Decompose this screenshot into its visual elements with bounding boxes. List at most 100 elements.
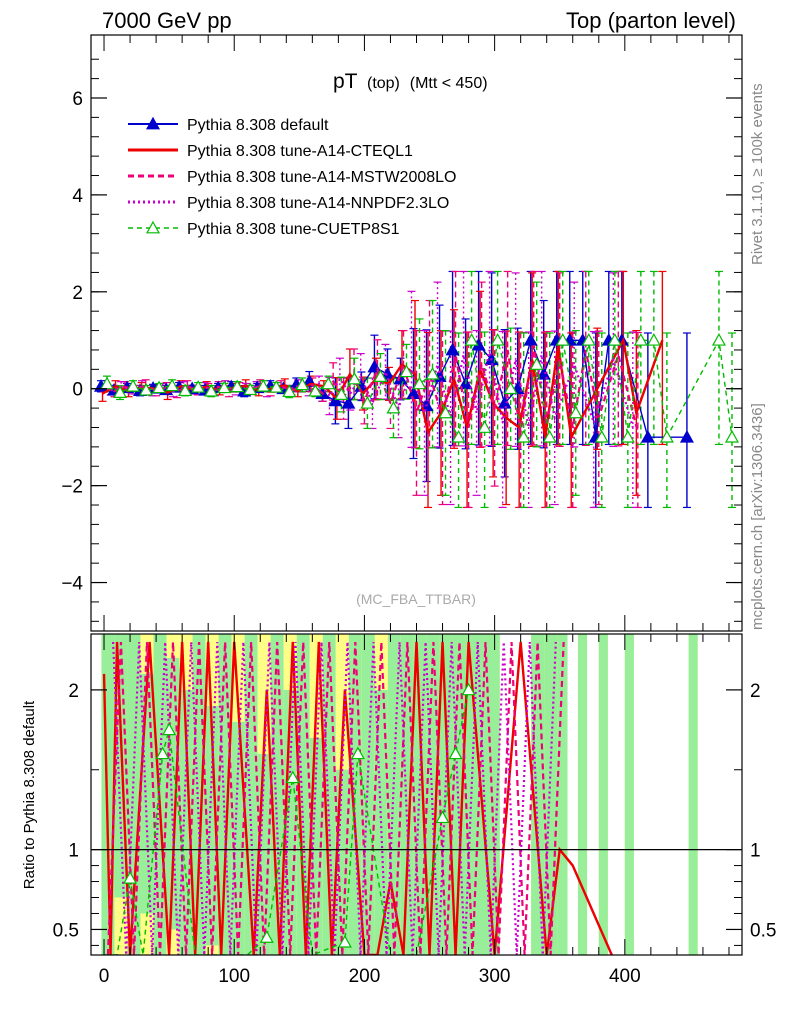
data-point <box>243 382 258 396</box>
data-point <box>165 378 180 392</box>
data-point <box>464 333 479 346</box>
data-point <box>334 387 349 400</box>
y-tick-label: −4 <box>61 574 83 595</box>
ratio-axes: 0.5 0.5 1 1 2 2 0 100 200 300 400 <box>53 633 776 987</box>
legend-label: Pythia 8.308 tune-CUETP8S1 <box>187 221 400 238</box>
ratio-data-point <box>337 934 352 948</box>
uncertainty-band-inner <box>192 634 206 955</box>
uncertainty-band-inner <box>598 634 608 955</box>
uncertainty-band-inner <box>688 634 698 955</box>
data-point <box>126 379 141 392</box>
legend-label: Pythia 8.308 tune-A14-NNPDF2.3LO <box>187 195 449 212</box>
ratio-data-point <box>259 930 274 943</box>
data-point <box>230 379 245 393</box>
main-series-group <box>94 270 739 509</box>
legend-label: Pythia 8.308 tune-A14-MSTW2008LO <box>187 169 456 186</box>
header-right: Top (parton level) <box>566 8 736 33</box>
legend-item: Pythia 8.308 default <box>128 116 329 134</box>
ratio-data-point <box>123 871 138 884</box>
data-point <box>445 342 460 356</box>
uncertainty-band-inner <box>231 721 245 955</box>
data-point <box>581 333 596 346</box>
uncertainty-band-inner <box>452 634 466 955</box>
ratio-line-cteql1 <box>102 641 613 955</box>
data-point <box>191 380 206 393</box>
data-point <box>412 376 427 390</box>
data-point <box>152 380 167 394</box>
rivet-label: Rivet 3.1.10, ≥ 100k events <box>749 83 766 265</box>
ratio-y-tick-label: 0.5 <box>53 920 79 941</box>
chart-title-sub2: (Mtt < 450) <box>410 75 488 92</box>
data-point <box>295 377 310 391</box>
legend-item: Pythia 8.308 tune-A14-CTEQL1 <box>128 143 413 160</box>
y-tick-label: 2 <box>72 283 83 304</box>
chart-title-sub1: (top) <box>367 75 400 92</box>
data-point <box>516 429 531 443</box>
ratio-y-tick-label: 2 <box>68 681 79 702</box>
data-point <box>542 429 557 443</box>
analysis-watermark: (MC_FBA_TTBAR) <box>356 591 476 607</box>
ratio-data-point <box>448 746 463 760</box>
data-point <box>360 396 375 409</box>
data-point <box>607 333 622 346</box>
data-point <box>347 371 362 385</box>
data-point <box>425 366 440 380</box>
ratio-line-nnpdf <box>112 641 557 955</box>
data-point <box>536 366 551 380</box>
data-point <box>438 405 453 419</box>
legend-item: Pythia 8.308 tune-CUETP8S1 <box>128 220 400 238</box>
chart-title-main: pT <box>333 70 358 93</box>
header-left: 7000 GeV pp <box>102 8 232 33</box>
data-point <box>490 333 505 346</box>
data-point <box>477 420 492 433</box>
data-point <box>568 405 583 419</box>
data-point <box>523 333 538 346</box>
data-point <box>659 429 674 443</box>
uncertainty-band-inner <box>218 634 232 955</box>
legend-item: Pythia 8.308 tune-A14-MSTW2008LO <box>128 169 456 186</box>
x-tick-label: 400 <box>609 966 641 987</box>
x-tick-label: 200 <box>349 966 381 987</box>
legend-label: Pythia 8.308 default <box>187 117 329 134</box>
ratio-series-group <box>91 641 742 955</box>
uncertainty-band-inner <box>624 634 634 955</box>
data-point <box>321 376 336 390</box>
series-line-cuetp8s1 <box>106 338 733 440</box>
data-point <box>640 429 655 443</box>
data-point <box>393 371 408 385</box>
data-point <box>178 383 193 397</box>
series-markers-cuetp8s1 <box>100 333 739 443</box>
uncertainty-band-inner <box>400 634 414 955</box>
x-tick-label: 300 <box>479 966 511 987</box>
ratio-data-point <box>285 770 300 784</box>
ratio-data-point <box>350 746 365 760</box>
chart-title: pT (top) (Mtt < 450) <box>333 70 488 93</box>
data-point <box>399 364 414 378</box>
x-tick-label: 100 <box>218 966 250 987</box>
legend-marker <box>145 116 161 130</box>
uncertainty-band-inner <box>557 634 568 955</box>
data-point <box>594 429 609 443</box>
data-point <box>113 385 128 398</box>
data-point <box>269 380 284 393</box>
uncertainty-band-inner <box>492 634 500 955</box>
data-point <box>256 379 271 392</box>
data-point <box>139 382 154 396</box>
x-tick-label: 0 <box>99 966 110 987</box>
ratio-data-point <box>155 746 170 760</box>
y-tick-label: −2 <box>61 477 83 498</box>
data-point <box>282 384 297 398</box>
data-point <box>373 369 388 383</box>
legend-marker <box>145 220 161 234</box>
data-point <box>451 429 466 443</box>
data-point <box>679 429 694 443</box>
uncertainty-band-inner <box>426 634 440 955</box>
legend-label: Pythia 8.308 tune-A14-CTEQL1 <box>187 143 413 160</box>
data-point <box>328 393 343 407</box>
data-point <box>386 400 401 414</box>
data-point <box>204 383 219 397</box>
ratio-data-point <box>461 682 476 696</box>
data-point <box>100 376 115 390</box>
ratio-data-point <box>162 722 177 736</box>
